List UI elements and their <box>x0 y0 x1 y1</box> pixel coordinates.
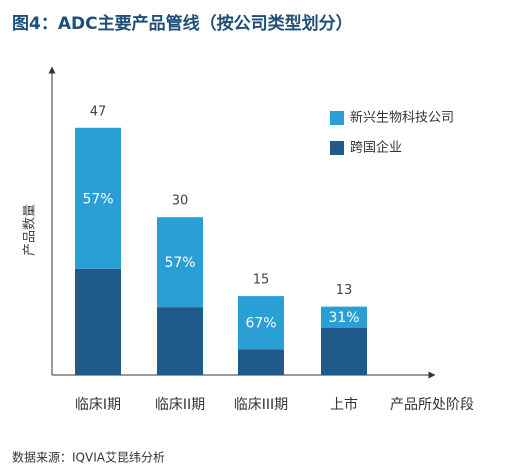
share-label: 67% <box>245 316 276 332</box>
x-tick-label: 临床III期 <box>234 397 288 413</box>
legend-swatch <box>330 111 344 125</box>
legend-label: 新兴生物科技公司 <box>350 110 454 126</box>
bar-segment <box>238 349 284 375</box>
total-label: 13 <box>336 283 353 298</box>
share-label: 57% <box>164 255 195 271</box>
y-axis-label: 产品数量 <box>23 204 38 256</box>
bar-segment <box>75 268 121 375</box>
total-label: 30 <box>172 194 189 209</box>
bar-segment <box>157 217 203 308</box>
x-tick-label: 临床II期 <box>155 397 205 413</box>
bar-segment <box>238 296 284 350</box>
bar-segment <box>321 306 367 328</box>
source-note: 数据来源：IQVIA艾昆纬分析 <box>12 450 165 465</box>
x-tick-label: 临床I期 <box>75 397 121 413</box>
total-label: 47 <box>90 104 107 119</box>
bar-segment <box>157 307 203 375</box>
legend-swatch <box>330 141 344 155</box>
share-label: 31% <box>328 310 359 326</box>
chart-title: 图4：ADC主要产品管线（按公司类型划分） <box>12 13 353 34</box>
bar-segment <box>75 127 121 269</box>
bar-segment <box>321 327 367 375</box>
x-axis-label: 产品所处阶段 <box>390 397 474 413</box>
x-tick-label: 上市 <box>330 396 358 413</box>
total-label: 15 <box>253 273 270 288</box>
legend-label: 跨国企业 <box>350 140 402 156</box>
share-label: 57% <box>82 191 113 207</box>
